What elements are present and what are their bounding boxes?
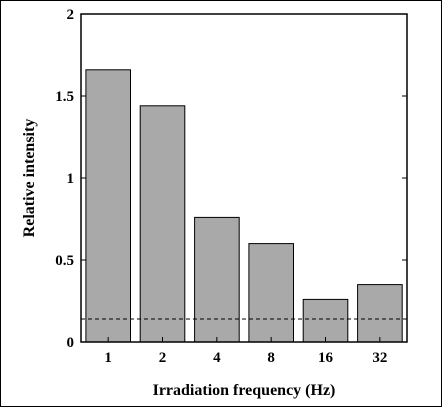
y-tick-label: 1 bbox=[67, 171, 75, 187]
x-tick-group: 1 2 4 8 16 32 bbox=[104, 337, 387, 366]
bar-16 bbox=[302, 298, 349, 343]
x-tick-label: 16 bbox=[318, 350, 334, 366]
bar-32 bbox=[357, 284, 403, 343]
y-tick-label: 2 bbox=[67, 7, 75, 23]
y-tick-label: 0 bbox=[67, 335, 75, 351]
bar-group bbox=[85, 69, 403, 343]
bar-2 bbox=[139, 105, 186, 343]
x-tick-label: 4 bbox=[213, 350, 221, 366]
bar-8 bbox=[248, 243, 294, 343]
x-axis-title: Irradiation frequency (Hz) bbox=[153, 382, 336, 399]
y-tick-label: 1.5 bbox=[55, 89, 74, 105]
bar-4 bbox=[194, 216, 240, 343]
x-tick-label: 2 bbox=[159, 350, 167, 366]
y-axis-title: Relative intensity bbox=[21, 119, 38, 238]
y-tick-group: 0 0.5 1 1.5 2 bbox=[55, 7, 407, 351]
x-tick-label: 32 bbox=[372, 350, 387, 366]
bar-1 bbox=[85, 69, 131, 343]
plot-border bbox=[80, 13, 408, 343]
y-tick-label: 0.5 bbox=[55, 253, 74, 269]
x-tick-label: 8 bbox=[267, 350, 275, 366]
x-tick-label: 1 bbox=[104, 350, 112, 366]
